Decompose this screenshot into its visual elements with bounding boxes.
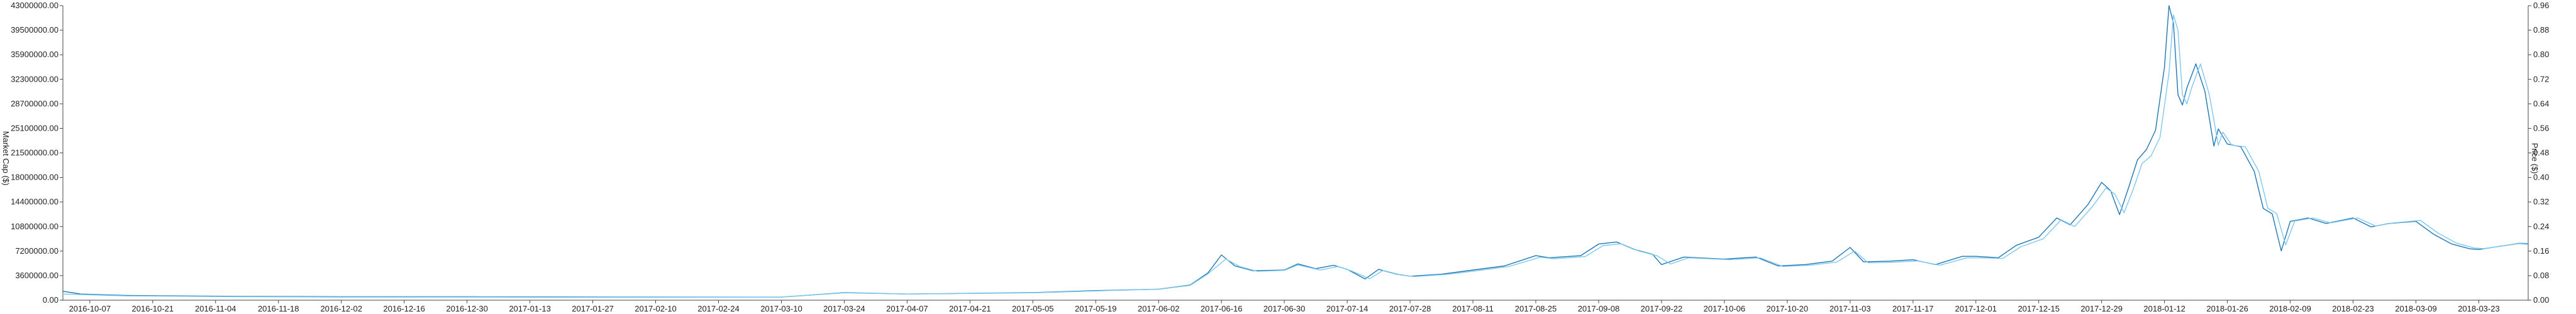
x-tick-label: 2017-12-15 [2018, 304, 2060, 313]
x-tick-label: 2017-05-19 [1075, 304, 1117, 313]
right-y-tick-label: 0.96 [2533, 1, 2549, 10]
x-tick-label: 2017-07-14 [1326, 304, 1368, 313]
left-y-tick-label: 32300000.00 [11, 74, 58, 84]
x-tick-label: 2016-10-07 [69, 304, 111, 313]
left-y-axis-title: Market Cap ($) [1, 131, 11, 186]
right-y-tick-label: 0.88 [2533, 25, 2549, 35]
market-cap-series-line [62, 5, 2529, 298]
x-tick-label: 2017-06-02 [1138, 304, 1180, 313]
x-tick-label: 2017-10-20 [1767, 304, 1809, 313]
left-y-tick-label: 25100000.00 [11, 123, 58, 133]
x-tick-label: 2016-11-04 [195, 304, 236, 313]
left-y-tick-label: 39500000.00 [11, 25, 58, 35]
right-y-axis-title: Price ($) [2530, 143, 2540, 173]
right-y-axis-ticks: 0.00 0.08 0.16 0.24 0.32 0.40 0.48 0.56 0.64 0.72… [2528, 1, 2549, 305]
x-tick-label: 2017-03-24 [823, 304, 865, 313]
right-y-tick-label: 0.64 [2533, 99, 2549, 108]
right-y-tick-label: 0.00 [2533, 295, 2549, 305]
x-tick-label: 2017-01-13 [509, 304, 551, 313]
x-tick-label: 2018-01-26 [2206, 304, 2248, 313]
x-tick-label: 2017-09-08 [1578, 304, 1620, 313]
left-y-axis-ticks: 0.00 3600000.00 7200000.00 10800000.00 14400… [11, 1, 63, 305]
x-tick-label: 2017-01-27 [572, 304, 614, 313]
left-y-tick-label: 10800000.00 [11, 222, 58, 231]
x-tick-label: 2018-02-23 [2332, 304, 2374, 313]
x-tick-label: 2016-12-16 [383, 304, 425, 313]
chart-axes [62, 6, 2529, 301]
series-layer [62, 5, 2529, 298]
x-tick-label: 2017-12-29 [2080, 304, 2123, 313]
x-tick-label: 2017-07-28 [1389, 304, 1431, 313]
right-y-tick-label: 0.72 [2533, 74, 2549, 84]
x-tick-label: 2017-03-10 [760, 304, 802, 313]
x-tick-label: 2018-03-23 [2458, 304, 2500, 313]
right-y-tick-label: 0.08 [2533, 271, 2549, 280]
left-y-tick-label: 21500000.00 [11, 148, 58, 158]
x-tick-label: 2017-02-24 [697, 304, 740, 313]
right-y-tick-label: 0.40 [2533, 173, 2549, 182]
x-tick-label: 2017-08-25 [1515, 304, 1557, 313]
left-y-tick-label: 28700000.00 [11, 99, 58, 108]
price-series-line [62, 14, 2529, 298]
x-tick-label: 2017-06-16 [1201, 304, 1243, 313]
x-tick-label: 2017-11-03 [1829, 304, 1871, 313]
right-y-tick-label: 0.16 [2533, 246, 2549, 256]
right-y-tick-label: 0.24 [2533, 222, 2549, 231]
left-y-tick-label: 7200000.00 [15, 246, 58, 256]
x-tick-label: 2018-03-09 [2395, 304, 2437, 313]
right-y-tick-label: 0.56 [2533, 123, 2549, 133]
x-tick-label: 2016-11-18 [258, 304, 299, 313]
left-y-tick-label: 43000000.00 [11, 1, 58, 10]
right-y-tick-label: 0.80 [2533, 50, 2549, 59]
left-y-tick-label: 18000000.00 [11, 173, 58, 182]
x-tick-label: 2017-04-07 [886, 304, 928, 313]
x-tick-label: 2017-05-05 [1012, 304, 1054, 313]
x-axis-ticks: 2016-10-07 2016-10-21 2016-11-04 2016-11-18… [69, 300, 2500, 313]
x-tick-label: 2017-08-11 [1452, 304, 1494, 313]
x-tick-label: 2017-02-10 [635, 304, 677, 313]
x-tick-label: 2016-10-21 [132, 304, 174, 313]
right-y-tick-label: 0.32 [2533, 197, 2549, 207]
x-tick-label: 2017-04-21 [949, 304, 991, 313]
right-y-tick-label: 0.48 [2533, 148, 2549, 158]
left-y-tick-label: 14400000.00 [11, 197, 58, 207]
x-tick-label: 2018-01-12 [2143, 304, 2185, 313]
left-y-tick-label: 0.00 [43, 295, 58, 305]
x-tick-label: 2017-10-06 [1704, 304, 1746, 313]
x-tick-label: 2018-02-09 [2269, 304, 2311, 313]
x-tick-label: 2017-09-22 [1641, 304, 1683, 313]
x-tick-label: 2017-11-17 [1892, 304, 1934, 313]
x-tick-label: 2016-12-30 [446, 304, 488, 313]
x-tick-label: 2017-06-30 [1263, 304, 1306, 313]
left-y-tick-label: 35900000.00 [11, 50, 58, 59]
x-tick-label: 2017-12-01 [1955, 304, 1997, 313]
left-y-tick-label: 3600000.00 [15, 271, 58, 280]
x-tick-label: 2016-12-02 [320, 304, 362, 313]
